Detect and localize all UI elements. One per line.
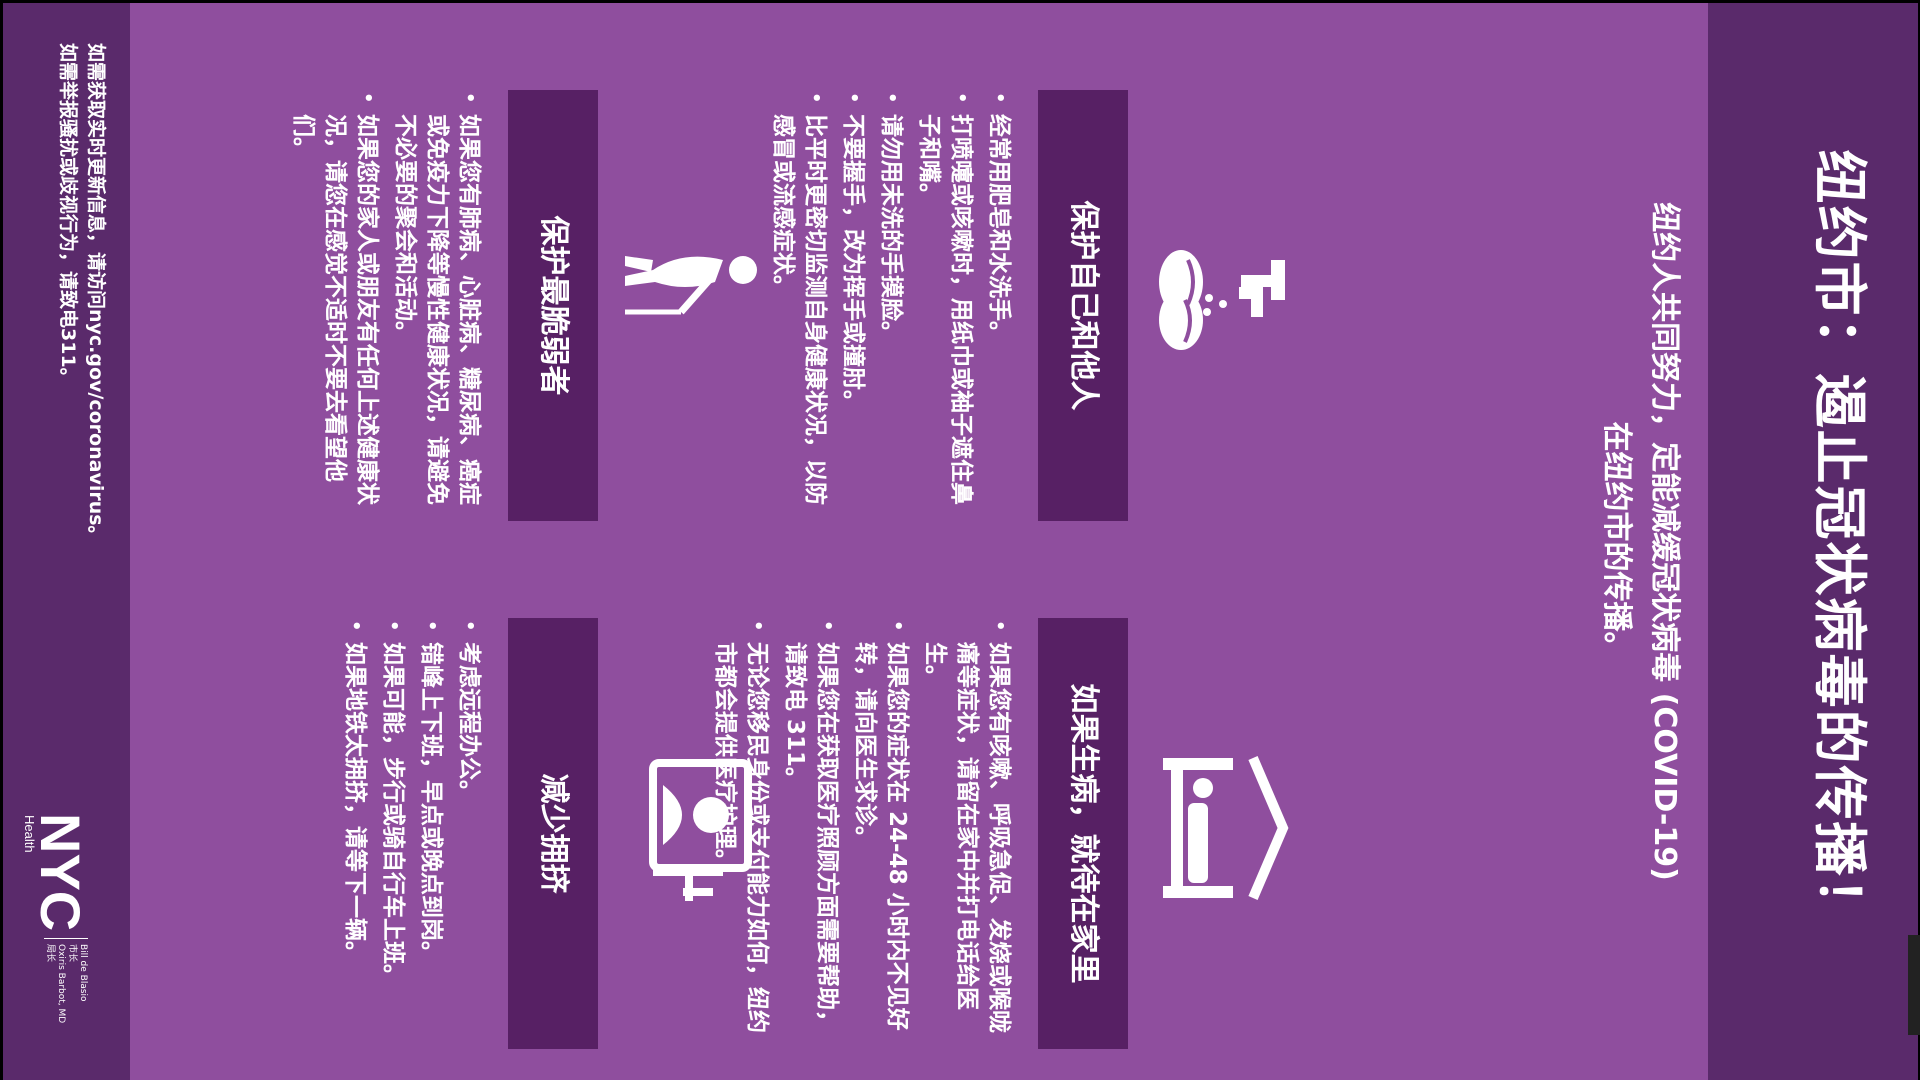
list-item: 考虑远程办公。 xyxy=(453,620,485,1050)
card-heading: 如果生病，就待在家里 xyxy=(1038,618,1128,1049)
bullet-list: 如果您有肺病、心脏病、糖尿病、癌症或免疫力下降等慢性健康状况，请避免不必要的聚会… xyxy=(281,92,485,522)
list-item: 打喷嚏或咳嗽时，用纸巾或袖子遮住鼻子和嘴。 xyxy=(913,92,977,522)
list-item: 如果可能，步行或骑自行车上班。 xyxy=(377,620,409,1050)
footer-info: 如需获取实时更新信息，请访问nyc.gov/coronavirus。 如需举报骚… xyxy=(54,43,110,803)
bed-icon xyxy=(1163,756,1289,900)
subtitle-line: 在纽约市的传播。 xyxy=(1599,421,1634,662)
list-item: 如果您在获取医疗照顾方面需要帮助，请致电 311。 xyxy=(779,620,843,1050)
hand-washing-icon xyxy=(1159,250,1285,350)
list-item: 经常用肥皂和水洗手。 xyxy=(983,92,1015,522)
footer-line: 如需获取实时更新信息，请访问nyc.gov/coronavirus。 xyxy=(85,43,107,545)
list-item: 不要握手，改为挥手或撞肘。 xyxy=(837,92,869,522)
list-item: 如果您的症状在 24-48 小时内不见好转，请向医生求诊。 xyxy=(849,620,913,1050)
list-item: 如果您有肺病、心脏病、糖尿病、癌症或免疫力下降等慢性健康状况，请避免不必要的聚会… xyxy=(389,92,485,522)
nyc-health-logo: NYC Health xyxy=(23,813,92,931)
officials-list: Bill de Blasio 市长 Oxiris Barbot, MD 局长 xyxy=(44,938,88,1079)
list-item: 错峰上下班，早点或晚点到岗。 xyxy=(415,620,447,1050)
logo-text: NYC xyxy=(29,813,92,931)
poster-title: 纽约市：遏止冠状病毒的传播！ xyxy=(1808,149,1871,934)
official-name: Bill de Blasio xyxy=(78,944,88,1002)
list-item: 如果您有咳嗽、呼吸急促、发烧或喉咙痛等症状，请留在家中并打电话给医生。 xyxy=(919,620,1015,1050)
list-item: 如果地铁太拥挤，请等下一辆。 xyxy=(339,620,371,1050)
subtitle-line: 纽约人共同努力，定能减缓冠状病毒 (COVID-19) xyxy=(1647,202,1682,881)
bullet-list: 考虑远程办公。 错峰上下班，早点或晚点到岗。 如果可能，步行或骑自行车上班。 如… xyxy=(333,620,485,1050)
official-role: 局长 xyxy=(45,944,55,963)
official-role: 市长 xyxy=(67,944,77,963)
logo-subtext: Health xyxy=(23,815,37,853)
bullet-list: 经常用肥皂和水洗手。 打喷嚏或咳嗽时，用纸巾或袖子遮住鼻子和嘴。 请勿用未洗的手… xyxy=(761,92,1015,522)
remote-work-icon xyxy=(649,759,752,901)
list-item: 请勿用未洗的手摸脸。 xyxy=(875,92,907,522)
list-item: 比平时更密切监测自身健康状况，以防感冒或流感症状。 xyxy=(767,92,831,522)
poster-subtitle: 纽约人共同努力，定能减缓冠状病毒 (COVID-19) 在纽约市的传播。 xyxy=(1592,83,1688,1000)
list-item: 如果您的家人或朋友有任何上述健康状况，请您在感觉不适时不要去看望他们。 xyxy=(287,92,383,522)
card-heading: 保护自己和他人 xyxy=(1038,90,1128,521)
coronavirus-poster: 纽约市：遏止冠状病毒的传播！ 纽约人共同努力，定能减缓冠状病毒 (COVID-1… xyxy=(3,3,1918,1080)
card-heading: 保护最脆弱者 xyxy=(508,90,598,521)
elderly-person-icon xyxy=(625,256,757,315)
official-name: Oxiris Barbot, MD xyxy=(56,944,66,1024)
scrollbar[interactable] xyxy=(1908,935,1920,1035)
card-heading: 减少拥挤 xyxy=(508,618,598,1049)
footer-line: 如需举报骚扰或歧视行为，请致电311。 xyxy=(57,43,79,387)
